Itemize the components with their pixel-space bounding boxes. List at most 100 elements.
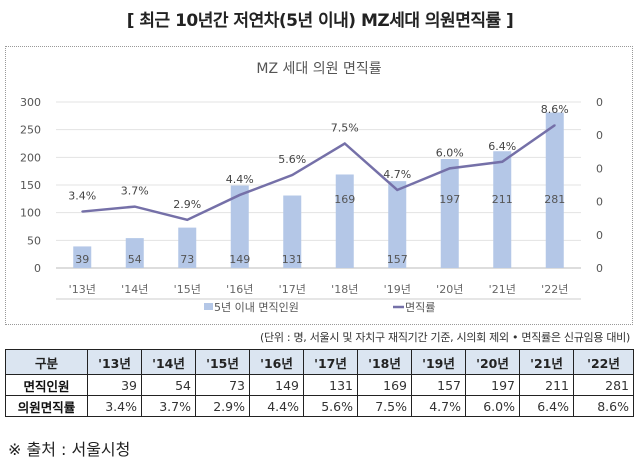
header-cell: '16년: [249, 349, 304, 375]
table-cell: 4.4%: [249, 395, 304, 417]
table-cell: 6.4%: [519, 395, 574, 417]
table-cell: 73: [195, 374, 250, 396]
right-axis-tick-label: 0: [596, 262, 603, 275]
line-data-label: 4.4%: [226, 173, 254, 186]
header-cell: '20년: [465, 349, 520, 375]
bar: [388, 181, 407, 268]
bar: [493, 151, 512, 268]
data-table: 구분 '13년 '14년 '15년 '16년 '17년 '18년 '19년 '2…: [5, 349, 634, 417]
header-cell: '14년: [141, 349, 196, 375]
x-tick-label: '16년: [226, 283, 253, 296]
right-axis-tick-label: 0: [596, 229, 603, 242]
bar-data-label: 149: [229, 253, 250, 266]
left-axis-tick-label: 200: [20, 151, 41, 164]
header-cell: '13년: [87, 349, 142, 375]
table-cell: 281: [573, 374, 634, 396]
bar-data-label: 157: [387, 253, 408, 266]
bar-data-label: 281: [544, 193, 565, 206]
right-axis-tick-label: 0: [596, 162, 603, 175]
table-cell: 211: [519, 374, 574, 396]
table-cell: 54: [141, 374, 196, 396]
bar-data-label: 169: [334, 193, 355, 206]
table-cell: 3.4%: [87, 395, 142, 417]
right-axis-tick-label: 0: [596, 129, 603, 142]
line-point: [343, 142, 346, 145]
table-cell: 4.7%: [411, 395, 466, 417]
left-axis-tick-label: 100: [20, 207, 41, 220]
x-tick-label: '21년: [489, 283, 516, 296]
legend-line-label: 면직률: [405, 301, 435, 314]
line-point: [553, 124, 556, 127]
x-tick-label: '19년: [384, 283, 411, 296]
left-axis-tick-label: 250: [20, 124, 41, 137]
table-cell: 149: [249, 374, 304, 396]
line-point: [501, 160, 504, 163]
line-data-label: 4.7%: [383, 168, 411, 181]
line-data-label: 3.7%: [121, 185, 149, 198]
left-axis-tick-label: 50: [27, 234, 41, 247]
header-cell: '18년: [357, 349, 412, 375]
page-title: [ 최근 10년간 저연차(5년 이내) MZ세대 의원면직률 ]: [126, 11, 514, 31]
line-data-label: 8.6%: [541, 103, 569, 116]
line-data-label: 7.5%: [331, 122, 359, 135]
line-data-label: 5.6%: [278, 153, 306, 166]
bar: [178, 227, 197, 268]
bar: [230, 185, 249, 268]
header-cell: '19년: [411, 349, 466, 375]
bar: [73, 246, 92, 268]
source-note: ※ 출처 : 서울시청: [8, 440, 131, 459]
left-axis-tick-label: 0: [34, 262, 41, 275]
table-row: 의원면직률 3.4% 3.7% 2.9% 4.4% 5.6% 7.5% 4.7% 6.0% 6.4…: [5, 395, 634, 417]
line-point: [186, 218, 189, 221]
line-data-label: 6.4%: [488, 140, 516, 153]
bar-data-label: 211: [492, 193, 513, 206]
bar-data-label: 54: [128, 253, 142, 266]
bar: [283, 195, 302, 268]
bar: [335, 174, 354, 268]
line-data-label: 2.9%: [173, 198, 201, 211]
table-cell: 7.5%: [357, 395, 412, 417]
table-row: 면직인원 39 54 73 149 131 169 157 197 211 281: [5, 374, 634, 396]
x-tick-label: '17년: [279, 283, 306, 296]
x-tick-label: '15년: [174, 283, 201, 296]
table-cell: 131: [303, 374, 358, 396]
line-data-label: 6.0%: [436, 146, 464, 159]
line-point: [396, 188, 399, 191]
chart-title: MZ 세대 의원 면직률: [256, 61, 381, 77]
table-cell: 157: [411, 374, 466, 396]
table-cell: 169: [357, 374, 412, 396]
bar: [440, 158, 459, 268]
row-header: 면직인원: [5, 374, 88, 396]
legend-bar-swatch: [204, 303, 213, 310]
legend-bar-label: 5년 이내 면직인원: [214, 301, 299, 314]
rate-line: [82, 124, 556, 222]
bar-data-label: 39: [75, 253, 89, 266]
table-header-row: 구분 '13년 '14년 '15년 '16년 '17년 '18년 '19년 '2…: [5, 349, 634, 375]
x-tick-label: '20년: [436, 283, 463, 296]
right-axis-tick-label: 0: [596, 96, 603, 109]
bar-data-label: 131: [282, 253, 303, 266]
header-cell: 구분: [5, 349, 88, 375]
line-point: [238, 193, 241, 196]
table-cell: 39: [87, 374, 142, 396]
combo-chart: MZ 세대 의원 면직률 39 54 73 149 131 169 157 197 211 281…: [20, 61, 603, 314]
x-tick-label: '14년: [121, 283, 148, 296]
x-tick-label: '13년: [69, 283, 96, 296]
line-point: [133, 205, 136, 208]
line-point: [81, 210, 84, 213]
header-cell: '17년: [303, 349, 358, 375]
line-point: [291, 174, 294, 177]
table-cell: 3.7%: [141, 395, 196, 417]
header-cell: '15년: [195, 349, 250, 375]
table-cell: 6.0%: [465, 395, 520, 417]
table-cell: 197: [465, 374, 520, 396]
chart-container: MZ 세대 의원 면직률 39 54 73 149 131 169 157 197 211 281…: [5, 46, 633, 325]
right-axis-tick-label: 0: [596, 196, 603, 209]
header-cell: '22년: [573, 349, 634, 375]
table-cell: 8.6%: [573, 395, 634, 417]
left-axis-tick-label: 300: [20, 96, 41, 109]
row-header: 의원면직률: [5, 395, 88, 417]
x-tick-label: '22년: [541, 283, 568, 296]
table-cell: 2.9%: [195, 395, 250, 417]
bar: [545, 112, 564, 268]
